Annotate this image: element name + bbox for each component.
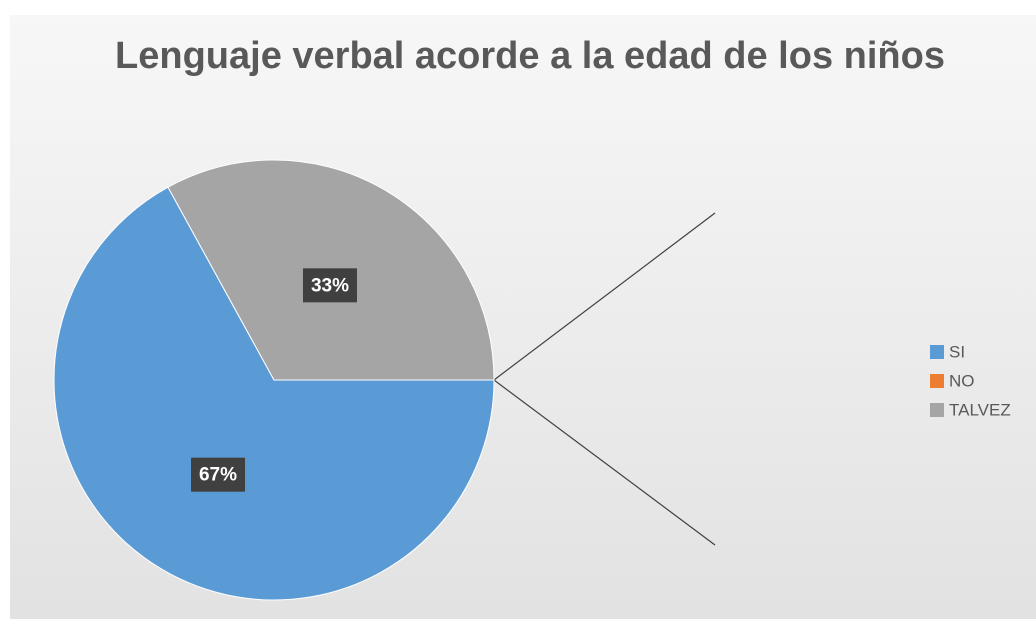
chart-area: Lenguaje verbal acorde a la edad de los … [10,15,1036,619]
legend-swatch [930,374,944,388]
data-label: 67% [199,465,237,486]
chart: 67% 33% SI NO TALVEZ [10,15,1036,619]
legend-label: SI [949,342,965,361]
data-label: 33% [311,275,349,296]
legend-label: NO [949,371,975,390]
legend-swatch [930,345,944,359]
connector-line [494,380,715,545]
legend-swatch [930,403,944,417]
connector-line [494,213,715,380]
legend-label: TALVEZ [949,400,1011,419]
